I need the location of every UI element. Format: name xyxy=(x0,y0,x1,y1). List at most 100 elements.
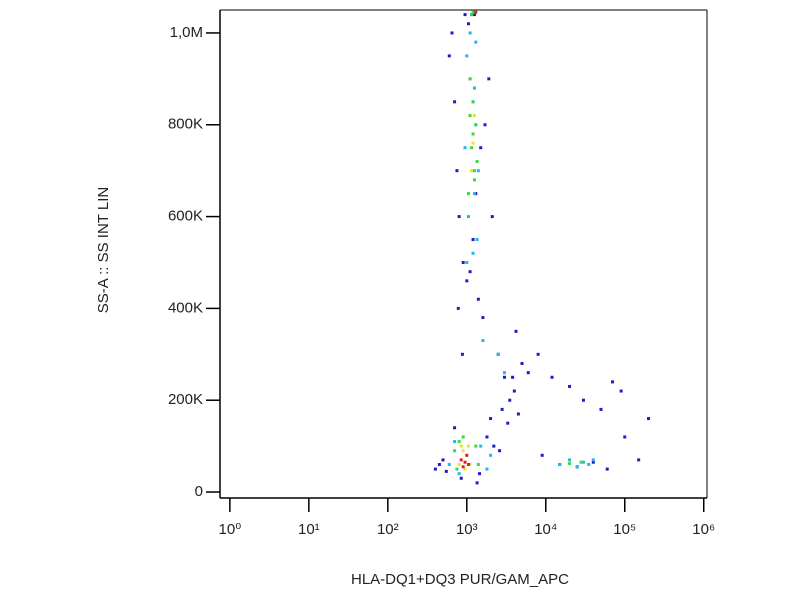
data-point xyxy=(474,444,478,448)
data-point xyxy=(619,389,623,393)
data-point xyxy=(465,54,469,58)
data-point xyxy=(461,260,465,264)
data-point xyxy=(468,77,472,81)
data-point xyxy=(450,31,454,35)
data-point xyxy=(453,426,457,430)
data-point xyxy=(500,407,504,411)
data-point xyxy=(466,22,470,26)
data-point xyxy=(483,123,487,127)
data-point xyxy=(476,462,480,466)
data-point xyxy=(474,40,478,44)
data-point xyxy=(514,329,518,333)
data-point xyxy=(472,114,476,118)
data-point xyxy=(468,462,472,466)
data-point xyxy=(463,13,467,17)
data-point xyxy=(587,462,591,466)
data-point xyxy=(581,398,585,402)
data-point xyxy=(611,380,615,384)
data-point xyxy=(489,417,493,421)
data-point xyxy=(472,13,476,17)
y-tick-label: 400K xyxy=(168,299,203,316)
data-point xyxy=(471,251,475,255)
data-point xyxy=(479,444,483,448)
data-point xyxy=(447,462,451,466)
data-point xyxy=(506,421,510,425)
x-tick-label: 10² xyxy=(377,521,399,538)
data-point xyxy=(471,141,475,145)
data-point xyxy=(475,481,479,485)
data-point xyxy=(463,460,467,464)
data-point xyxy=(647,417,651,421)
data-point xyxy=(463,467,467,471)
data-point xyxy=(461,435,465,439)
data-point xyxy=(481,339,485,343)
data-point xyxy=(591,458,595,462)
data-point xyxy=(471,100,475,104)
data-point xyxy=(550,375,554,379)
data-point xyxy=(461,465,465,469)
data-point xyxy=(516,412,520,416)
data-point xyxy=(453,440,457,444)
data-point xyxy=(502,375,506,379)
data-point xyxy=(441,458,445,462)
data-point xyxy=(460,352,464,356)
data-point xyxy=(511,375,515,379)
data-point xyxy=(481,316,485,320)
data-point xyxy=(455,467,459,471)
data-point xyxy=(447,54,451,58)
data-point xyxy=(437,462,441,466)
data-point xyxy=(463,146,467,150)
data-point xyxy=(468,31,472,35)
data-point xyxy=(470,13,474,17)
data-point xyxy=(487,77,491,81)
data-point xyxy=(579,460,583,464)
data-point xyxy=(637,458,641,462)
data-point xyxy=(471,132,475,136)
data-point xyxy=(466,444,470,448)
data-point xyxy=(457,440,461,444)
data-point xyxy=(568,462,572,466)
x-tick-label: 10³ xyxy=(456,521,478,538)
data-point xyxy=(520,361,524,365)
data-point xyxy=(468,270,472,274)
data-point xyxy=(485,435,489,439)
y-tick-label: 200K xyxy=(168,391,203,408)
data-point xyxy=(466,215,470,219)
data-point xyxy=(459,476,463,480)
data-point xyxy=(471,238,475,242)
y-tick-label: 800K xyxy=(168,116,203,133)
x-tick-label: 10⁶ xyxy=(692,521,715,538)
data-point xyxy=(474,123,478,127)
data-point xyxy=(444,469,448,473)
data-point xyxy=(498,449,502,453)
data-point xyxy=(623,435,627,439)
data-point xyxy=(479,146,483,150)
data-point xyxy=(485,467,489,471)
data-point xyxy=(455,169,459,173)
data-point xyxy=(456,306,460,310)
x-tick-label: 10¹ xyxy=(298,521,320,538)
data-point xyxy=(496,352,500,356)
data-point xyxy=(536,352,540,356)
x-axis-label: HLA-DQ1+DQ3 PUR/GAM_APC xyxy=(351,571,569,588)
y-axis-label: SS-A :: SS INT LIN xyxy=(95,187,112,313)
data-point xyxy=(453,449,457,453)
x-tick-label: 10⁵ xyxy=(613,521,636,538)
data-point xyxy=(470,169,474,173)
data-point xyxy=(512,389,516,393)
data-point xyxy=(433,467,437,471)
data-point xyxy=(475,238,479,242)
data-point xyxy=(476,297,480,301)
data-point xyxy=(599,407,603,411)
data-point xyxy=(568,384,572,388)
data-point xyxy=(605,467,609,471)
x-tick-label: 10⁴ xyxy=(534,521,557,538)
data-point xyxy=(475,159,479,163)
data-point xyxy=(472,192,476,196)
data-point xyxy=(457,462,461,466)
y-tick-label: 600K xyxy=(168,208,203,225)
data-point xyxy=(453,100,457,104)
data-point xyxy=(461,449,465,453)
data-point xyxy=(526,371,530,375)
